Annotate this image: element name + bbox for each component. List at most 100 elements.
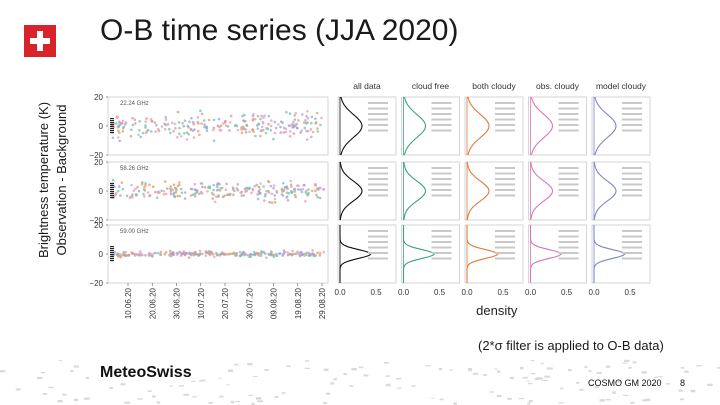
ob-point [171,188,174,192]
y-tick-label: 20 [94,221,103,230]
ob-point [225,252,229,256]
ob-point [141,131,145,135]
ob-point [169,185,172,188]
ob-point [191,120,195,124]
ob-point [267,114,271,118]
ob-point [234,252,238,256]
swiss-flag-logo [24,25,56,57]
ob-point [299,251,302,254]
ob-point [159,253,162,256]
pattern-mark [252,375,258,377]
density-stats-line [495,241,515,243]
ob-point [228,121,232,124]
density-stats-line [431,113,452,115]
ob-figure: all data cloud free both cloudy obs. cloudy… [89,81,651,319]
pattern-mark [396,377,402,380]
ob-point [306,129,310,133]
ob-point [294,195,297,199]
pattern-mark [579,388,584,391]
density-panel-title: model cloudy [596,81,647,91]
ob-point [219,124,223,127]
ob-point [259,182,262,185]
density-stats-line [558,129,579,132]
x-tick-label: 20.07.20 [221,287,230,319]
pattern-mark [385,375,390,377]
pattern-mark [679,398,684,401]
ob-marker [110,197,114,199]
ob-point [160,125,164,128]
ob-marker [110,118,114,120]
ob-point [264,252,267,255]
ob-point [169,192,173,196]
pattern-mark [678,389,683,392]
pattern-mark [178,385,185,387]
ob-point [176,184,180,188]
ob-point [263,114,266,118]
ob-point [216,124,220,128]
pattern-mark [605,365,611,368]
ob-point [314,184,317,187]
pattern-mark [156,401,161,404]
pattern-mark [351,368,357,371]
density-stats-line [368,252,388,254]
ob-point [190,116,193,120]
ob-point [322,188,325,191]
ob-point [228,252,232,256]
x-tick-label: 29.08.20 [318,287,327,319]
ob-point [219,129,223,132]
density-stats-line [431,129,452,132]
pattern-mark [483,374,487,376]
density-x-tick-label: 0.5 [624,288,636,297]
slide-title: O-B time series (JJA 2020) [100,14,459,47]
ob-point [169,253,172,257]
ob-point [310,252,313,256]
density-stats-line [431,172,452,175]
ob-point [287,191,291,195]
density-stats-line [622,113,642,115]
density-curve [530,161,554,221]
ob-point [144,126,147,129]
ob-point [203,123,206,126]
ob-point [288,112,292,115]
ob-point [134,122,137,125]
ob-point [137,189,141,193]
ob-point [187,256,191,259]
ob-point [193,188,197,192]
ob-point [240,126,243,129]
pattern-mark [57,400,63,403]
ob-point [141,253,144,257]
ob-marker [110,128,114,130]
ob-point [211,197,214,200]
density-stats-line [368,102,388,104]
ob-point [115,122,118,125]
pattern-mark [535,377,542,380]
pattern-mark [386,383,391,387]
density-stats-line [495,235,515,238]
ob-point [201,252,204,256]
pattern-mark [358,366,364,369]
pattern-mark [542,380,548,381]
ob-point [258,188,262,191]
ob-point [224,124,228,127]
density-stats-line [495,113,515,115]
density-stats-line [368,246,388,249]
pattern-mark [137,398,143,400]
ob-point [138,250,142,253]
pattern-mark [251,402,255,405]
ob-point [118,121,122,125]
ob-point [143,189,147,192]
ob-point [242,194,246,197]
ob-point [263,199,266,202]
ob-point [203,186,207,189]
pattern-mark [526,380,530,382]
pattern-mark [567,369,572,372]
density-x-tick-label: 0.0 [334,288,346,297]
ob-point [286,187,289,191]
pattern-mark [494,368,498,370]
ob-point [248,130,251,134]
pattern-mark [169,385,173,387]
meteoswiss-logo: MeteoSwiss [100,364,192,381]
ob-point [257,254,261,257]
ob-point [163,180,167,183]
density-curve [339,161,363,221]
